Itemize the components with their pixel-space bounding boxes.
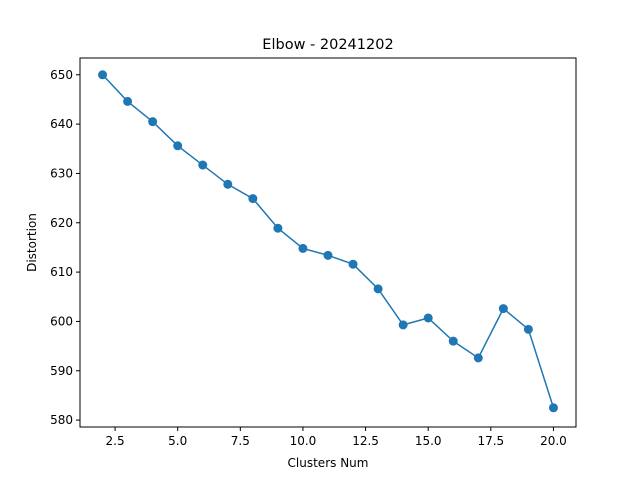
x-tick-label: 2.5 xyxy=(106,434,125,448)
y-tick-label: 640 xyxy=(50,117,73,131)
y-tick-label: 630 xyxy=(50,166,73,180)
y-tick-label: 650 xyxy=(50,68,73,82)
data-point xyxy=(323,250,333,260)
data-point xyxy=(173,141,183,151)
plot-frame xyxy=(79,57,577,428)
y-tick-label: 600 xyxy=(50,314,73,328)
x-tick-label: 12.5 xyxy=(352,434,379,448)
x-tick-label: 10.0 xyxy=(290,434,317,448)
data-point xyxy=(298,243,308,253)
data-point xyxy=(273,223,283,233)
data-point xyxy=(448,336,458,346)
x-tick-label: 15.0 xyxy=(415,434,442,448)
data-point xyxy=(198,160,208,170)
data-point xyxy=(148,117,158,127)
data-point xyxy=(398,320,408,330)
x-tick-label: 20.0 xyxy=(540,434,567,448)
y-tick-label: 610 xyxy=(50,265,73,279)
data-point xyxy=(348,259,358,269)
plot-area xyxy=(80,58,576,427)
data-point xyxy=(498,304,508,314)
x-axis-ticks: 2.5 5.0 7.5 10.0 12.5 15.0 17.5 20.0 xyxy=(106,427,567,448)
y-tick-label: 580 xyxy=(50,413,73,427)
chart-title: Elbow - 20241202 xyxy=(262,37,393,53)
data-point xyxy=(373,284,383,294)
data-point xyxy=(523,324,533,334)
series-distortion xyxy=(98,70,558,413)
y-axis-label: Distortion xyxy=(25,213,39,272)
data-point xyxy=(98,70,108,80)
data-point xyxy=(473,353,483,363)
x-tick-label: 17.5 xyxy=(477,434,504,448)
data-point xyxy=(123,96,133,106)
x-tick-label: 7.5 xyxy=(231,434,250,448)
data-point xyxy=(248,194,258,204)
y-tick-label: 620 xyxy=(50,216,73,230)
data-point xyxy=(223,179,233,189)
y-axis-ticks: 580 590 600 610 620 630 640 650 xyxy=(50,68,80,427)
data-point xyxy=(548,403,558,413)
data-point xyxy=(423,313,433,323)
x-tick-label: 5.0 xyxy=(168,434,187,448)
x-axis-label: Clusters Num xyxy=(288,456,369,470)
y-tick-label: 590 xyxy=(50,364,73,378)
